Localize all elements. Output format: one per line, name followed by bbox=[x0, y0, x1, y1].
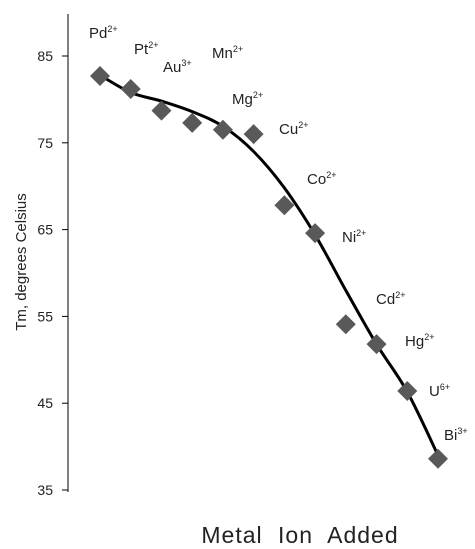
ion-symbol: Hg bbox=[405, 333, 424, 350]
ion-label-mn: Mn2+ bbox=[212, 44, 243, 62]
ion-symbol: Ni bbox=[342, 229, 356, 246]
ion-charge: 2+ bbox=[148, 40, 158, 50]
ion-symbol: Cu bbox=[279, 121, 298, 138]
ion-charge: 6+ bbox=[440, 382, 450, 392]
ion-symbol: Mg bbox=[232, 91, 253, 108]
data-point-hg bbox=[366, 334, 387, 355]
ion-symbol: Pd bbox=[89, 25, 107, 42]
ion-charge: 2+ bbox=[395, 290, 405, 300]
ion-label-pd: Pd2+ bbox=[89, 24, 118, 42]
y-tick-label: 35 bbox=[37, 482, 53, 498]
ion-label-mg: Mg2+ bbox=[232, 90, 263, 108]
ion-charge: 2+ bbox=[424, 332, 434, 342]
ion-charge: 3+ bbox=[181, 58, 191, 68]
ion-label-cd: Cd2+ bbox=[376, 290, 405, 308]
data-point-ni bbox=[305, 223, 326, 244]
ion-charge: 2+ bbox=[298, 120, 308, 130]
y-tick-label: 75 bbox=[37, 135, 53, 151]
data-point-cu bbox=[243, 124, 264, 145]
data-points bbox=[90, 65, 448, 469]
data-point-cd bbox=[335, 314, 356, 335]
ion-label-au: Au3+ bbox=[163, 58, 192, 76]
ion-label-pt: Pt2+ bbox=[134, 40, 158, 58]
data-point-mn bbox=[182, 112, 203, 133]
ion-symbol: Pt bbox=[134, 41, 149, 58]
data-point-co bbox=[274, 195, 295, 216]
ion-symbol: Mn bbox=[212, 45, 233, 62]
ion-label-ni: Ni2+ bbox=[342, 228, 366, 246]
ion-charge: 2+ bbox=[356, 228, 366, 238]
ion-symbol: U bbox=[429, 383, 440, 400]
data-point-pt bbox=[120, 78, 141, 99]
trend-line bbox=[99, 73, 440, 456]
y-ticks: 35 45 55 65 75 85 bbox=[37, 48, 68, 498]
ion-label-co: Co2+ bbox=[307, 170, 336, 188]
data-point-mg bbox=[212, 119, 233, 140]
ion-symbol: Co bbox=[307, 171, 326, 188]
y-tick-label: 55 bbox=[37, 308, 53, 324]
ion-charge: 3+ bbox=[457, 426, 467, 436]
ion-label-bi: Bi3+ bbox=[444, 426, 468, 444]
ion-symbol: Cd bbox=[376, 291, 395, 308]
data-point-bi bbox=[428, 448, 448, 469]
ion-symbol: Au bbox=[163, 59, 181, 76]
ion-charge: 2+ bbox=[107, 24, 117, 34]
ion-charge: 2+ bbox=[253, 90, 263, 100]
data-point-u bbox=[397, 381, 418, 402]
ion-label-hg: Hg2+ bbox=[405, 332, 434, 350]
y-tick-label: 45 bbox=[37, 395, 53, 411]
data-point-au bbox=[151, 100, 172, 121]
ion-charge: 2+ bbox=[233, 44, 243, 54]
ion-charge: 2+ bbox=[326, 170, 336, 180]
ion-label-cu: Cu2+ bbox=[279, 120, 308, 138]
y-tick-label: 65 bbox=[37, 222, 53, 238]
y-axis-title: Tm, degrees Celsius bbox=[13, 193, 30, 331]
y-tick-label: 85 bbox=[37, 48, 53, 64]
ion-symbol: Bi bbox=[444, 427, 457, 444]
point-labels: Pd2+Pt2+Au3+Mn2+Mg2+Cu2+Co2+Ni2+Cd2+Hg2+… bbox=[89, 24, 468, 444]
ion-label-u: U6+ bbox=[429, 382, 450, 400]
x-axis-title: Metal Ion Added bbox=[201, 522, 399, 548]
data-point-pd bbox=[90, 65, 110, 86]
